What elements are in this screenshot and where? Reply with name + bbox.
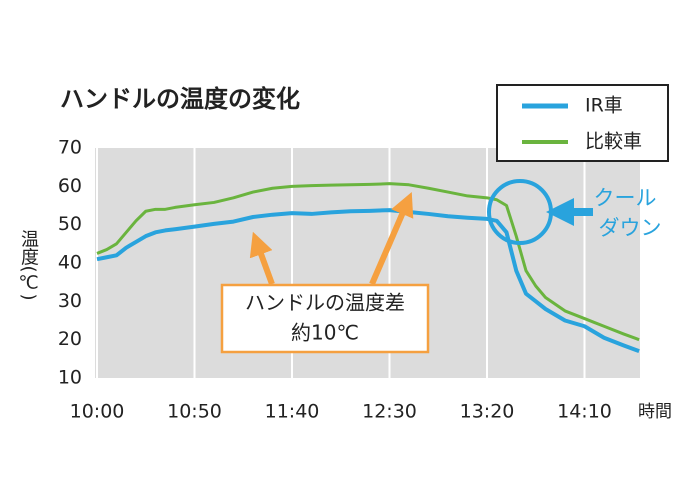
x-tick-label: 12:30 xyxy=(362,401,417,423)
series-line xyxy=(96,208,640,354)
y-axis-label: 温度(℃) xyxy=(18,229,39,300)
y-tick-label: 10 xyxy=(58,367,82,389)
x-tick-label: 11:40 xyxy=(265,401,320,423)
y-tick-label: 50 xyxy=(58,213,82,235)
arrow xyxy=(369,191,414,286)
y-tick-label: 70 xyxy=(58,137,82,159)
x-tick-label: 13:20 xyxy=(460,401,515,423)
series-line xyxy=(96,182,640,342)
arrow xyxy=(249,231,275,286)
callout: ダウン xyxy=(599,216,662,240)
legend-label: IR車 xyxy=(585,95,623,117)
y-tick-label: 60 xyxy=(58,175,82,197)
annotation: ハンドルの温度差 xyxy=(245,291,405,315)
chart-title: ハンドルの温度の変化 xyxy=(60,85,300,113)
x-tick-label: 10:50 xyxy=(167,401,222,423)
callout: クール xyxy=(594,186,657,210)
y-tick-label: 20 xyxy=(58,328,82,350)
legend-label: 比較車 xyxy=(585,131,642,153)
x-tick-label: 10:00 xyxy=(70,401,125,423)
x-axis-label: 時間 xyxy=(638,402,672,422)
y-tick-label: 30 xyxy=(58,290,82,312)
annotation-box xyxy=(220,283,430,354)
annotation: 約10℃ xyxy=(291,321,359,345)
legend-box xyxy=(496,84,669,162)
x-tick-label: 14:10 xyxy=(557,401,612,423)
y-tick-label: 40 xyxy=(58,252,82,274)
